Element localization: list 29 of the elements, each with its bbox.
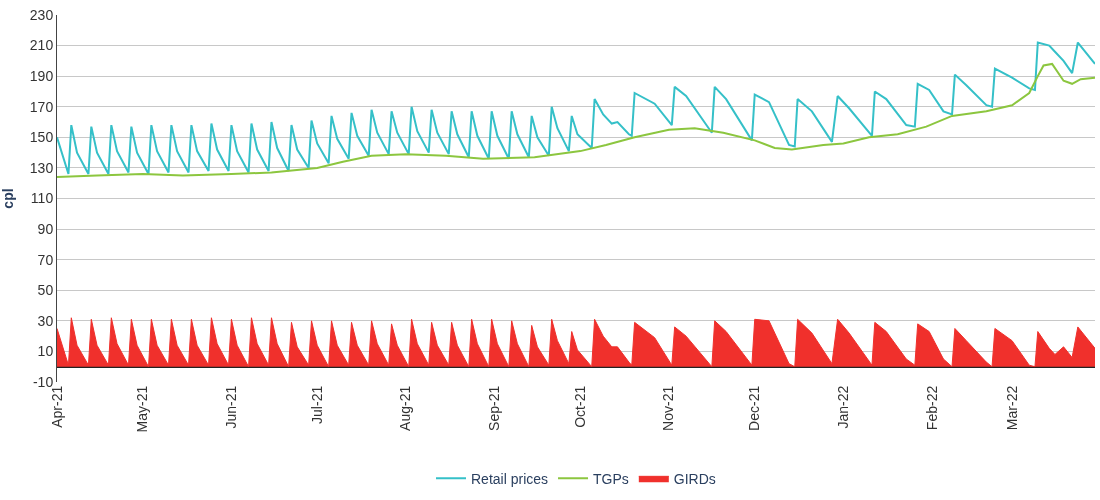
y-tick-label: 110	[30, 190, 54, 207]
x-tick-label: Feb-22	[923, 385, 940, 431]
legend-label: TGPs	[593, 470, 629, 487]
x-tick-label: Mar-22	[1003, 385, 1020, 431]
y-tick-label: 190	[29, 68, 54, 85]
y-axis-title: cpl	[0, 188, 16, 209]
legend-label: GIRDs	[673, 470, 716, 487]
y-tick-label: 230	[29, 6, 54, 23]
line-series	[57, 62, 1095, 179]
y-tick-label: 150	[29, 129, 54, 146]
y-tick-label: 30	[37, 312, 54, 329]
y-tick-label: 90	[37, 220, 54, 237]
x-tick-label: Jul-21	[308, 385, 325, 424]
y-tick-label: 170	[29, 98, 54, 115]
line-series	[57, 41, 1095, 176]
x-tick-label: Nov-21	[660, 385, 677, 431]
legend-label: Retail prices	[471, 470, 549, 487]
y-tick-label: 130	[29, 159, 54, 176]
x-tick-label: May-21	[134, 385, 151, 433]
x-tick-label: Sep-21	[486, 385, 503, 431]
x-tick-label: Dec-21	[746, 385, 763, 431]
x-tick-label: Jun-21	[222, 385, 239, 429]
x-tick-label: Oct-21	[571, 385, 588, 428]
y-tick-label: 70	[37, 251, 54, 268]
y-tick-label: 210	[29, 37, 54, 54]
y-tick-label: 50	[37, 282, 54, 299]
y-tick-label: 10	[37, 343, 54, 360]
x-tick-label: Aug-21	[397, 385, 414, 431]
x-tick-label: Jan-22	[834, 385, 851, 429]
